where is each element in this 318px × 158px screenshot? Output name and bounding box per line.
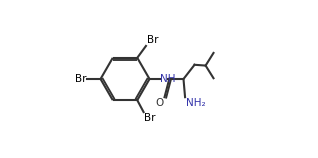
Text: Br: Br [75, 74, 86, 84]
Text: NH: NH [160, 74, 176, 84]
Text: O: O [156, 98, 164, 108]
Text: Br: Br [147, 35, 158, 45]
Text: Br: Br [144, 113, 156, 123]
Text: NH₂: NH₂ [185, 98, 205, 108]
